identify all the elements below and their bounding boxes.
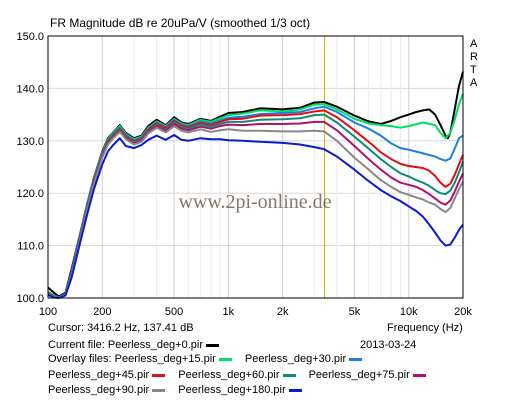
chart-series-group [47,71,464,299]
y-tick-label-3: 130.0 [16,136,44,148]
legend-label-45: Peerless_deg+45.pir [48,369,150,381]
legend-item-90: Peerless_deg+90.pir [48,384,166,396]
x-tick-label-2: 500 [165,306,183,318]
legend-label-60: Peerless_deg+60.pir [178,369,280,381]
legend-item-15: Peerless_deg+15.pir [115,353,232,365]
y-tick-label-2: 120.0 [16,188,44,200]
x-tick-label-0: 100 [39,306,57,318]
x-tick-label-1: 200 [93,306,111,318]
y-tick-label-1: 110.0 [17,241,44,253]
arta-letter-r: R [470,51,478,63]
legend-item-45: Peerless_deg+45.pir [48,369,166,381]
arta-letter-a2: A [470,77,478,89]
x-tick-label-5: 5k [349,306,361,318]
overlay-row-2: Peerless_deg+45.pir Peerless_deg+60.pir … [48,369,436,381]
series-swatch-90 [152,388,166,392]
x-tick-label-6: 10k [400,306,418,318]
x-tick-label-7: 20k [454,306,472,318]
series-line-7 [47,134,464,299]
x-tick-label-4: 2k [277,306,289,318]
current-file-line: Current file: Peerless_deg+0.pir [48,339,219,351]
arta-letter-t: T [470,64,477,76]
series-swatch-60 [282,373,296,377]
x-axis-ticks: 100 200 500 1k 2k 5k 10k 20k [39,306,473,318]
chart-watermark: www.2pi-online.de [178,191,331,213]
y-tick-label-5: 150.0 [16,31,44,43]
measurement-date: 2013-03-24 [360,339,417,351]
chart-title: FR Magnitude dB re 20uPa/V (smoothed 1/3… [50,16,310,30]
y-axis-ticks: 100.0 110.0 120.0 130.0 140.0 150.0 [16,31,44,305]
series-swatch-180 [288,388,302,392]
series-swatch-15 [218,357,232,361]
arta-logo: A R T A [470,38,478,89]
legend-label-15: Peerless_deg+15.pir [114,353,216,365]
current-file-label: Current file: Peerless_deg+0.pir [48,339,203,351]
legend-item-180: Peerless_deg+180.pir [178,384,302,396]
overlay-prefix: Overlay files: [48,353,112,365]
y-tick-label-0: 100.0 [16,293,44,305]
overlay-row-1: Overlay files: Peerless_deg+15.pir Peerl… [48,353,372,365]
frequency-axis-label: Frequency (Hz) [387,322,463,334]
legend-label-180: Peerless_deg+180.pir [178,384,286,396]
arta-letter-a1: A [470,38,478,50]
chart-plot-area: www.2pi-online.de [47,35,464,299]
legend-label-75: Peerless_deg+75.pir [308,369,410,381]
legend-label-30: Peerless_deg+30.pir [244,353,347,365]
legend-item-60: Peerless_deg+60.pir [178,369,296,381]
series-swatch-30 [349,357,363,361]
legend-label-90: Peerless_deg+90.pir [48,384,150,396]
legend-item-75: Peerless_deg+75.pir [309,369,426,381]
legend-item-30: Peerless_deg+30.pir [244,353,363,365]
overlay-row-3: Peerless_deg+90.pir Peerless_deg+180.pir [48,384,312,396]
x-tick-label-3: 1k [223,306,235,318]
series-swatch-75 [412,373,426,377]
plot-frame [47,35,464,299]
series-line-6 [47,125,464,299]
cursor-readout: Cursor: 3416.2 Hz, 137.41 dB [48,322,194,334]
series-swatch-0 [206,343,219,347]
series-swatch-45 [152,373,166,377]
plot-background [48,36,463,298]
y-tick-label-4: 140.0 [16,83,44,95]
